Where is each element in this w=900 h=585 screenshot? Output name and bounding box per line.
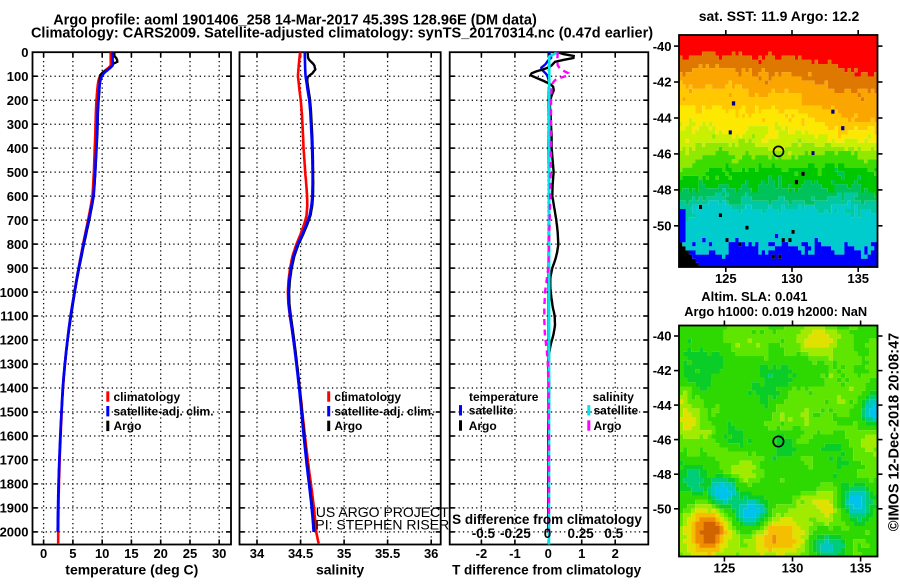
- svg-text:200: 200: [7, 93, 29, 108]
- svg-text:35: 35: [337, 546, 351, 561]
- svg-text:salinity: salinity: [593, 390, 635, 404]
- svg-text:130: 130: [781, 271, 803, 286]
- svg-text:Climatology: CARS2009. Satelli: Climatology: CARS2009. Satellite-adjuste…: [31, 26, 653, 42]
- svg-text:0.25: 0.25: [567, 526, 594, 541]
- svg-text:800: 800: [7, 237, 29, 252]
- svg-text:-1: -1: [509, 546, 521, 561]
- svg-text:5: 5: [69, 546, 76, 561]
- svg-text:30: 30: [212, 546, 226, 561]
- svg-text:-40: -40: [653, 329, 672, 344]
- svg-text:satellite-adj. clim.: satellite-adj. clim.: [334, 405, 434, 419]
- svg-text:1800: 1800: [0, 477, 29, 492]
- svg-text:-0.5: -0.5: [472, 526, 496, 541]
- svg-text:-48: -48: [653, 467, 672, 482]
- svg-text:Argo: Argo: [334, 419, 362, 433]
- svg-text:2: 2: [612, 546, 619, 561]
- svg-text:-44: -44: [653, 398, 673, 413]
- svg-text:-46: -46: [653, 147, 672, 162]
- svg-text:Argo: Argo: [114, 419, 142, 433]
- svg-text:1400: 1400: [0, 381, 29, 396]
- svg-text:-42: -42: [653, 75, 672, 90]
- svg-text:1: 1: [578, 546, 585, 561]
- svg-text:10: 10: [95, 546, 109, 561]
- svg-text:PI: STEPHEN RISER: PI: STEPHEN RISER: [315, 517, 449, 533]
- svg-text:0.5: 0.5: [604, 526, 623, 541]
- svg-text:1700: 1700: [0, 453, 29, 468]
- svg-text:S difference from climatology: S difference from climatology: [452, 512, 642, 527]
- svg-text:0: 0: [21, 45, 28, 60]
- svg-text:20: 20: [153, 546, 167, 561]
- svg-text:temperature (deg C): temperature (deg C): [65, 562, 198, 578]
- svg-text:climatology: climatology: [114, 390, 181, 404]
- svg-text:135: 135: [847, 271, 869, 286]
- svg-text:1100: 1100: [0, 309, 28, 324]
- svg-text:125: 125: [714, 561, 736, 576]
- svg-text:-48: -48: [653, 183, 672, 198]
- svg-text:125: 125: [715, 271, 737, 286]
- svg-text:0: 0: [544, 526, 552, 541]
- svg-text:Altim. SLA: 0.041: Altim. SLA: 0.041: [701, 289, 807, 304]
- svg-text:1000: 1000: [0, 285, 29, 300]
- svg-text:0: 0: [40, 546, 47, 561]
- svg-text:-44: -44: [653, 111, 673, 126]
- svg-text:Argo h1000: 0.019 h2000: NaN: Argo h1000: 0.019 h2000: NaN: [684, 304, 867, 319]
- svg-text:500: 500: [7, 165, 29, 180]
- svg-text:salinity: salinity: [316, 562, 364, 578]
- svg-text:-0.25: -0.25: [500, 526, 531, 541]
- svg-text:130: 130: [782, 561, 804, 576]
- svg-text:1500: 1500: [0, 405, 29, 420]
- svg-text:1300: 1300: [0, 357, 29, 372]
- svg-text:Argo: Argo: [469, 419, 497, 433]
- svg-text:1600: 1600: [0, 429, 29, 444]
- svg-text:34.5: 34.5: [288, 546, 313, 561]
- svg-text:700: 700: [7, 213, 29, 228]
- svg-text:-42: -42: [653, 363, 672, 378]
- svg-text:satellite: satellite: [469, 404, 514, 418]
- svg-text:climatology: climatology: [334, 390, 401, 404]
- svg-text:900: 900: [7, 261, 29, 276]
- svg-text:-2: -2: [476, 546, 488, 561]
- svg-text:25: 25: [183, 546, 197, 561]
- svg-text:1200: 1200: [0, 333, 29, 348]
- svg-text:100: 100: [7, 69, 29, 84]
- svg-text:400: 400: [7, 141, 29, 156]
- svg-text:135: 135: [850, 561, 872, 576]
- svg-text:Argo: Argo: [594, 419, 622, 433]
- svg-text:2000: 2000: [0, 525, 29, 540]
- svg-text:-46: -46: [653, 432, 672, 447]
- svg-text:-50: -50: [653, 502, 672, 517]
- svg-text:-40: -40: [653, 39, 672, 54]
- svg-text:34: 34: [250, 546, 265, 561]
- svg-text:36: 36: [424, 546, 438, 561]
- svg-text:300: 300: [7, 117, 29, 132]
- svg-text:satellite: satellite: [594, 404, 639, 418]
- svg-text:15: 15: [124, 546, 138, 561]
- svg-text:sat. SST: 11.9 Argo: 12.2: sat. SST: 11.9 Argo: 12.2: [699, 8, 860, 24]
- svg-text:©IMOS 12-Dec-2018 20:08:47: ©IMOS 12-Dec-2018 20:08:47: [887, 333, 900, 531]
- svg-text:temperature: temperature: [469, 390, 539, 404]
- svg-text:0: 0: [545, 546, 552, 561]
- svg-text:35.5: 35.5: [375, 546, 400, 561]
- svg-text:satellite-adj. clim.: satellite-adj. clim.: [114, 405, 214, 419]
- svg-text:1900: 1900: [0, 501, 29, 516]
- svg-text:-50: -50: [653, 219, 672, 234]
- svg-text:T difference from climatology: T difference from climatology: [452, 562, 642, 577]
- svg-text:600: 600: [7, 189, 29, 204]
